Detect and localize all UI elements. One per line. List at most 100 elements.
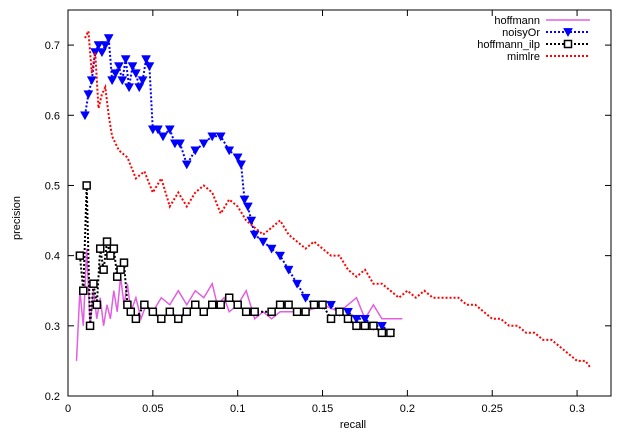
data-point [326, 314, 336, 324]
data-point [148, 307, 158, 317]
series-hoffmann-ilp [75, 181, 395, 338]
data-point [266, 244, 277, 254]
data-point [102, 237, 112, 246]
data-point [249, 230, 260, 240]
data-point [113, 62, 124, 72]
data-point [137, 76, 148, 86]
data-point [267, 307, 276, 317]
data-point [164, 125, 175, 135]
data-point [360, 321, 370, 331]
series-line-mimlre [84, 27, 592, 369]
data-point [301, 307, 310, 317]
data-point [106, 251, 115, 260]
legend-marker [563, 39, 573, 49]
data-point [117, 76, 128, 86]
data-point [93, 41, 104, 51]
data-point [258, 237, 269, 247]
data-point [190, 146, 201, 156]
data-point [335, 307, 344, 317]
data-point [175, 139, 185, 149]
y-tick-label: 0.3 [45, 321, 60, 333]
data-point [236, 160, 247, 170]
data-point [242, 202, 253, 212]
y-tick-label: 0.5 [45, 180, 60, 192]
data-point [140, 300, 149, 310]
legend-label: hoffmann [494, 15, 540, 27]
data-point [116, 265, 125, 274]
data-point [158, 132, 168, 142]
x-tick-label: 0.25 [482, 403, 503, 415]
data-point [110, 69, 121, 79]
x-tick-label: 0.3 [569, 403, 584, 415]
y-tick-label: 0.6 [45, 110, 60, 122]
data-point [103, 34, 114, 44]
axis-ticks: 0 0.05 0.1 0.15 0.2 0.25 0.3 0.2 0.3 0.4 0.5 0.6 0.7 [45, 10, 611, 415]
data-point [182, 307, 192, 317]
data-point [309, 300, 319, 310]
data-point [165, 307, 175, 317]
data-point [191, 300, 200, 310]
data-point [92, 300, 102, 310]
x-tick-label: 0.15 [312, 403, 333, 415]
data-point [360, 314, 370, 324]
data-point [75, 251, 85, 260]
data-point [343, 307, 353, 317]
y-tick-label: 0.4 [45, 251, 60, 263]
y-tick-label: 0.2 [45, 391, 60, 403]
series-mimlre [84, 27, 592, 369]
data-point [326, 300, 336, 310]
series-hoffmann [75, 248, 403, 361]
data-point [241, 307, 251, 317]
data-point [232, 153, 243, 163]
data-point [100, 41, 111, 51]
data-point [216, 300, 225, 310]
data-point [284, 300, 293, 310]
data-point [95, 244, 105, 253]
x-axis-title: recall [340, 419, 366, 431]
data-point [130, 69, 141, 79]
data-point [352, 321, 361, 331]
data-point [120, 55, 131, 65]
plot-frame [67, 9, 612, 397]
data-point [123, 300, 132, 310]
series-line-noisyOr [84, 34, 392, 334]
data-point [198, 139, 209, 149]
data-point [157, 314, 166, 324]
data-point [99, 265, 108, 274]
x-tick-label: 0.05 [142, 403, 163, 415]
data-point [207, 300, 217, 310]
data-point [250, 307, 259, 317]
data-point [246, 216, 257, 226]
data-point [153, 125, 163, 135]
data-point [292, 307, 302, 317]
data-point [83, 90, 94, 100]
data-point [97, 48, 107, 58]
x-tick-label: 0.1 [230, 403, 245, 415]
data-point [126, 307, 136, 317]
data-point [207, 132, 218, 142]
data-point [134, 83, 145, 93]
data-point [275, 251, 286, 261]
data-point [82, 181, 91, 190]
data-point [80, 111, 90, 121]
y-tick-label: 0.7 [45, 40, 60, 52]
data-point [377, 328, 387, 338]
legend-label: hoffmann_ilp [477, 39, 540, 51]
data-point [174, 314, 183, 324]
legend-label: noisyOr [502, 27, 540, 39]
data-point [318, 300, 327, 310]
data-point [112, 272, 122, 281]
data-point [386, 328, 395, 338]
data-point [141, 55, 151, 65]
data-point [239, 195, 250, 205]
data-point [292, 279, 303, 289]
data-point [79, 286, 88, 295]
data-point [107, 76, 118, 86]
data-point [283, 265, 294, 275]
data-point [127, 62, 138, 72]
data-point [85, 321, 95, 331]
data-point [181, 160, 192, 170]
data-point [124, 83, 135, 93]
